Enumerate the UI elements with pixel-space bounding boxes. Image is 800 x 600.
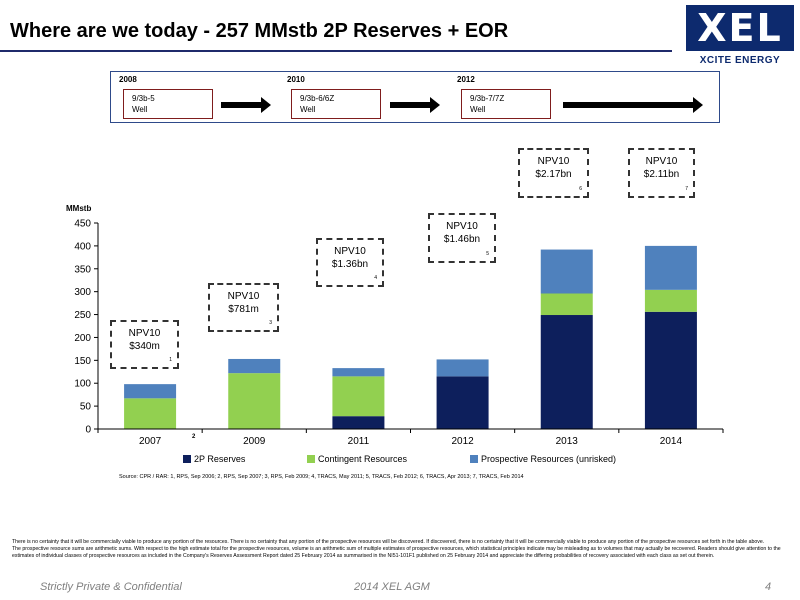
well-timeline: 2008 2010 2012 9/3b-5 Well 9/3b-6/6Z Wel… — [110, 71, 720, 123]
y-tick-label: 0 — [85, 425, 91, 436]
well-3-name: 9/3b-7/7Z — [470, 94, 505, 103]
arrow-right-icon — [221, 97, 271, 113]
well-1-label: Well — [132, 105, 148, 114]
y-tick-label: 200 — [74, 333, 91, 344]
npv-label: NPV10 — [334, 246, 366, 257]
bar-segment — [644, 289, 697, 312]
x-axis: 2007 2009 2011 2012 2013 2014 — [97, 428, 724, 447]
footer-event: 2014 XEL AGM — [354, 581, 430, 593]
footer-confidential: Strictly Private & Confidential — [40, 581, 182, 593]
logo-tagline: XCITE ENERGY — [699, 55, 781, 66]
y-axis-label: MMstb — [66, 204, 91, 213]
legend-label: Contingent Resources — [318, 454, 408, 464]
title-underline — [0, 50, 672, 52]
npv-footnote: 5 — [486, 251, 489, 257]
bar-segment — [540, 315, 593, 429]
disclaimer-paragraph: There is no certainty that it will be co… — [12, 539, 765, 545]
logo-brand: XEL — [686, 5, 794, 51]
disclaimer: There is no certainty that it will be co… — [12, 539, 790, 561]
npv-callout-2009: NPV10 $781m 3 — [208, 283, 279, 332]
x-tick-label: 2009 — [243, 436, 266, 447]
x-tick-label: 2014 — [660, 436, 683, 447]
bar-segment — [228, 373, 281, 429]
well-2-name: 9/3b-6/6Z — [300, 94, 335, 103]
well-2-label: Well — [300, 105, 316, 114]
legend-label: 2P Reserves — [194, 454, 246, 464]
npv-footnote: 3 — [269, 320, 272, 326]
arrow-right-icon — [563, 97, 703, 113]
y-tick-label: 400 — [74, 241, 91, 252]
npv-value: $2.17bn — [535, 169, 572, 180]
legend-swatch — [183, 455, 191, 463]
y-tick-label: 100 — [74, 379, 91, 390]
bar-segment — [436, 376, 489, 429]
npv-callout-2014: NPV10 $2.11bn 7 — [628, 148, 695, 198]
npv-label: NPV10 — [227, 291, 260, 302]
bar-segment — [124, 384, 177, 399]
npv-footnote: 6 — [579, 186, 582, 192]
y-axis: 0 50 100 150 200 250 300 350 400 450 — [74, 219, 99, 436]
legend-swatch — [470, 455, 478, 463]
bar-segment — [540, 249, 593, 294]
npv-callout-2011: NPV10 $1.36bn 4 — [316, 238, 384, 287]
x-tick-label: 2012 — [451, 436, 474, 447]
bar-segment — [332, 416, 385, 429]
well-1-name: 9/3b-5 — [132, 94, 155, 103]
bar-segment — [540, 293, 593, 316]
y-tick-label: 300 — [74, 287, 91, 298]
y-tick-label: 50 — [80, 402, 92, 413]
npv-footnote: 1 — [169, 357, 172, 363]
x-tick-label: 2011 — [348, 436, 370, 447]
npv-callout-2007: NPV10 $340m 1 — [110, 320, 179, 369]
npv-label: NPV10 — [446, 221, 478, 232]
npv-footnote: 4 — [374, 275, 377, 281]
y-tick-label: 350 — [74, 264, 91, 275]
timeline-year-2012: 2012 — [457, 75, 475, 84]
slide-title: Where are we today - 257 MMstb 2P Reserv… — [10, 20, 509, 42]
timeline-well-1: 9/3b-5 Well — [123, 89, 213, 119]
y-tick-label: 250 — [74, 310, 91, 321]
legend-label: Prospective Resources (unrisked) — [481, 454, 616, 464]
arrow-right-icon — [390, 97, 440, 113]
legend-swatch — [307, 455, 315, 463]
npv-footnote: 7 — [685, 186, 688, 192]
chart-legend: 2P Reserves Contingent Resources Prospecti… — [183, 454, 616, 464]
bar-segment — [228, 358, 281, 374]
timeline-well-3: 9/3b-7/7Z Well — [461, 89, 551, 119]
timeline-arrows — [221, 97, 703, 113]
timeline-year-2008: 2008 — [119, 75, 137, 84]
npv-value: $340m — [129, 341, 160, 352]
bar-segment — [644, 311, 697, 429]
xcite-energy-logo: XEL XCITE ENERGY — [686, 5, 794, 67]
npv-label: NPV10 — [128, 328, 161, 339]
bar-series — [124, 245, 697, 429]
page-number: 4 — [765, 581, 772, 593]
timeline-year-2010: 2010 — [287, 75, 305, 84]
x-tick-label: 2007 — [139, 436, 162, 447]
bar-segment — [644, 245, 697, 290]
npv-value: $1.36bn — [331, 259, 369, 270]
bar-segment — [332, 376, 385, 417]
y-tick-label: 150 — [74, 356, 91, 367]
category-footnote: 2 — [192, 434, 196, 440]
y-tick-label: 450 — [74, 219, 91, 230]
npv-value: $1.46bn — [443, 234, 481, 245]
npv-label: NPV10 — [645, 156, 678, 167]
npv-callout-2013: NPV10 $2.17bn 6 — [518, 148, 589, 198]
timeline-well-2: 9/3b-6/6Z Well — [291, 89, 381, 119]
npv-label: NPV10 — [537, 156, 570, 167]
x-tick-label: 2013 — [556, 436, 579, 447]
bar-segment — [436, 359, 489, 377]
npv-callout-2012: NPV10 $1.46bn 5 — [428, 213, 496, 263]
npv-value: $781m — [228, 304, 259, 315]
disclaimer-paragraph: The prospective resource sums are arithm… — [12, 546, 781, 560]
chart-source: Source: CPR / RAR: 1, RPS, Sep 2006; 2, … — [119, 474, 524, 480]
well-3-label: Well — [470, 105, 486, 114]
npv-value: $2.11bn — [643, 169, 680, 180]
bar-segment — [124, 398, 177, 429]
bar-segment — [332, 368, 385, 377]
